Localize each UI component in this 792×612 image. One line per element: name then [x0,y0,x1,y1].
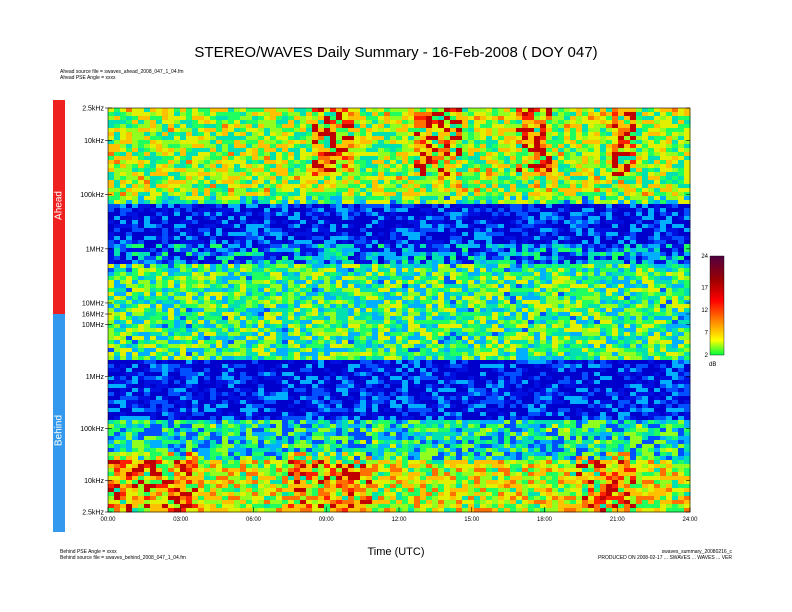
behind-y-tick-label: 10MHz [82,322,105,329]
behind-source-note: Behind source file = swaves_behind_2008_… [60,555,186,561]
summary-file-note: swaves_summary_20080216_c [661,549,732,555]
behind-y-tick-label: 10kHz [84,478,104,485]
colorbar-tick-label: 7 [705,331,709,337]
ahead-y-tick-label: 1MHz [86,246,105,253]
colorbar-tick-label: 2 [705,353,709,359]
x-tick-label: 21:00 [610,517,626,523]
ahead-pse-note: Ahead PSE Angle = xxxx [60,75,116,81]
colorbar [709,255,725,356]
behind-y-tick-label: 100kHz [80,426,104,433]
colorbar-tick-label: 12 [701,308,708,314]
x-tick-label: 24:00 [682,517,698,523]
colorbar-tick-label: 24 [701,254,708,260]
behind-y-tick-label: 1MHz [86,374,105,381]
colorbar-unit-label: dB [709,362,717,368]
x-tick-label: 12:00 [391,517,407,523]
produced-note: PRODUCED ON 2008-02-17 ... SWAVES ... WA… [598,555,732,561]
x-tick-label: 18:00 [537,517,553,523]
x-tick-label: 09:00 [319,517,335,523]
x-tick-label: 03:00 [173,517,189,523]
x-axis-title: Time (UTC) [367,546,425,558]
colorbar-ticks: 24 17 12 7 2 [701,254,708,359]
colorbar-tick-label: 17 [701,286,708,292]
behind-y-tick-label: 2.5kHz [82,510,104,517]
ahead-source-note: Ahead source file = swaves_ahead_2008_04… [60,69,184,75]
chart-title: STEREO/WAVES Daily Summary - 16-Feb-2008… [194,44,598,61]
behind-pse-note: Behind PSE Angle = xxxx [60,549,117,555]
behind-bar [53,314,65,532]
ahead-y-tick-label: 100kHz [80,192,104,199]
ahead-y-tick-label: 10kHz [84,138,104,145]
x-tick-label: 15:00 [464,517,480,523]
x-tick-label: 00:00 [100,517,116,523]
x-tick-label: 06:00 [246,517,262,523]
ahead-y-tick-label: 16MHz [82,312,105,319]
ahead-y-tick-label: 10MHz [82,300,105,307]
spectrogram-heatmap [108,108,691,513]
ahead-bar [53,100,65,314]
ahead-y-tick-label: 2.5kHz [82,106,104,113]
axes: 2.5kHz 10kHz 100kHz 1MHz 10MHz 16MHz 10MHz 1MHz… [80,106,698,524]
